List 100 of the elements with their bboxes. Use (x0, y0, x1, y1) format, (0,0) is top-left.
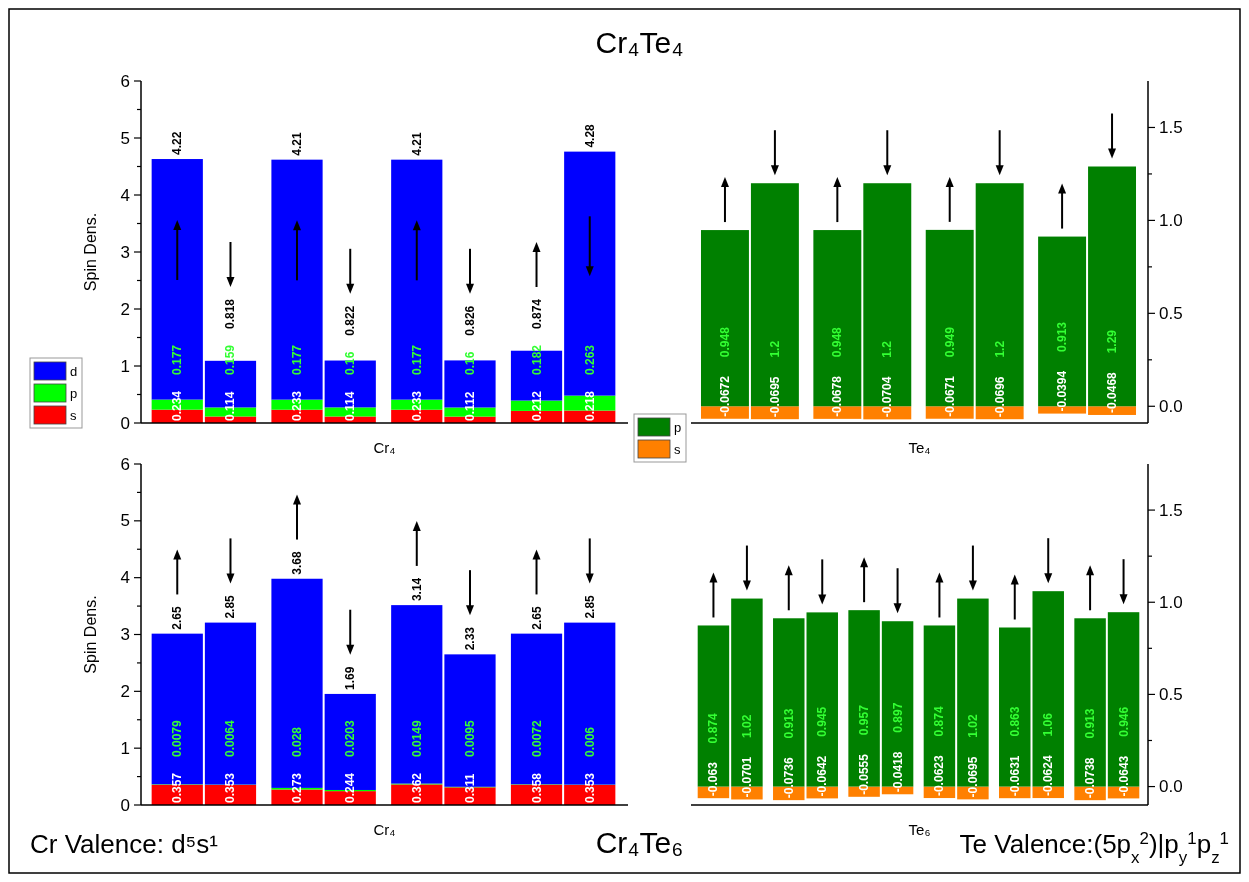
data-label: 0.273 (290, 772, 305, 803)
data-label: 0.897 (890, 702, 905, 733)
y2-tick-label: 0.0 (1159, 777, 1183, 797)
data-label: -0.0418 (890, 751, 905, 793)
data-label: 0.263 (582, 344, 597, 375)
data-label: 0.362 (409, 772, 424, 803)
y2-tick-label: 1.0 (1159, 210, 1183, 230)
y-tick-label: 3 (120, 242, 130, 262)
data-label: 0.353 (223, 772, 238, 803)
data-label: 0.874 (529, 298, 544, 329)
y-tick-label: 4 (120, 568, 130, 588)
data-label: -0.0704 (880, 376, 895, 418)
data-label: -0.0624 (1041, 755, 1056, 797)
y-tick-label: 1 (120, 738, 130, 758)
x-axis-title: Te₆ (908, 821, 931, 838)
y2-tick-label: 0.0 (1159, 396, 1183, 416)
data-label: -0.0695 (767, 376, 782, 418)
y-tick-label: 5 (120, 511, 130, 531)
data-label: 0.212 (529, 390, 544, 421)
data-label: 0.114 (343, 391, 358, 421)
legend-label: s (674, 441, 681, 457)
data-label: 4.21 (409, 131, 424, 156)
data-label: 0.233 (290, 390, 305, 421)
data-label: 0.159 (223, 344, 238, 375)
y-tick-label: 3 (120, 625, 130, 644)
data-label: -0.0643 (1116, 755, 1131, 797)
data-label: -0.0696 (992, 376, 1007, 418)
data-label: 2.85 (582, 594, 597, 619)
data-label: -0.0695 (965, 756, 980, 798)
data-label: -0.0468 (1105, 371, 1120, 413)
data-label: -0.0671 (942, 375, 957, 417)
data-label: 0.948 (717, 326, 732, 358)
data-label: 0.358 (529, 772, 544, 803)
data-label: 0.874 (932, 706, 947, 737)
legend-label: p (674, 419, 682, 435)
data-label: 1.06 (1041, 712, 1056, 737)
data-label: -0.0394 (1055, 370, 1070, 412)
data-label: 0.949 (942, 326, 957, 358)
data-label: 4.21 (290, 131, 305, 156)
data-label: -0.0678 (830, 375, 845, 417)
data-label: 1.2 (767, 340, 782, 358)
data-label: 0.0079 (170, 719, 185, 757)
data-label: -0.0736 (781, 757, 796, 799)
data-label: -0.0701 (739, 756, 754, 798)
data-label: 0.0072 (529, 719, 544, 757)
data-label: -0.0738 (1083, 757, 1098, 799)
y-tick-label: 5 (120, 128, 130, 148)
data-label: 1.02 (965, 714, 980, 738)
data-label: 0.311 (462, 773, 477, 803)
data-label: 0.913 (1055, 321, 1070, 352)
data-label: 4.22 (170, 131, 185, 156)
data-label: 0.357 (170, 772, 185, 803)
data-label: 0.16 (462, 351, 477, 375)
y-tick-label: 1 (120, 356, 130, 376)
y-tick-label: 2 (120, 299, 130, 319)
data-label: 0.244 (343, 772, 358, 803)
y2-tick-label: 1.5 (1159, 500, 1183, 520)
data-label: 0.112 (462, 391, 477, 421)
data-label: -0.0672 (717, 375, 732, 417)
data-label: 1.2 (992, 340, 1007, 358)
y-tick-label: 0 (120, 795, 130, 815)
data-label: 3.68 (290, 551, 305, 575)
y2-tick-label: 1.0 (1159, 592, 1183, 612)
data-label: 0.913 (1083, 708, 1098, 739)
data-label: 2.65 (529, 605, 544, 630)
data-label: 0.177 (170, 344, 185, 375)
data-label: 1.29 (1105, 329, 1120, 354)
legend-label: d (70, 363, 78, 379)
data-label: 0.182 (529, 344, 544, 375)
chart-title: Cr₄Te₄ (595, 26, 684, 59)
y-tick-label: 4 (120, 185, 130, 205)
legend-label: p (70, 385, 78, 401)
data-label: 0.218 (582, 390, 597, 421)
x-axis-title: Cr₄ (373, 821, 396, 838)
data-label: 0.177 (290, 344, 305, 375)
y-tick-label: 6 (120, 454, 130, 474)
data-label: 2.33 (462, 626, 477, 651)
y-tick-label: 6 (120, 71, 130, 91)
data-label: 1.02 (739, 714, 754, 738)
text: Cr₄Te₆ (595, 826, 684, 859)
y2-tick-label: 0.5 (1159, 303, 1183, 323)
data-label: 0.874 (706, 713, 721, 744)
data-label: 0.0149 (409, 719, 424, 757)
data-label: -0.0623 (932, 755, 947, 797)
legend-label: s (70, 407, 77, 423)
data-label: 0.16 (343, 351, 358, 375)
data-label: 0.114 (223, 391, 238, 421)
y2-tick-label: 0.5 (1159, 684, 1183, 704)
data-label: -0.063 (706, 761, 721, 797)
data-label: 0.233 (409, 390, 424, 421)
data-label: 4.28 (582, 123, 597, 148)
data-label: 0.177 (409, 344, 424, 375)
y-axis-title: Spin Dens. (82, 595, 99, 674)
data-label: 0.818 (223, 298, 238, 329)
data-label: 2.85 (223, 594, 238, 619)
data-label: 0.0095 (462, 719, 477, 757)
data-label: 0.948 (830, 326, 845, 358)
data-label: 0.822 (343, 305, 358, 336)
data-label: 0.353 (582, 772, 597, 803)
data-label: 0.945 (815, 706, 830, 737)
